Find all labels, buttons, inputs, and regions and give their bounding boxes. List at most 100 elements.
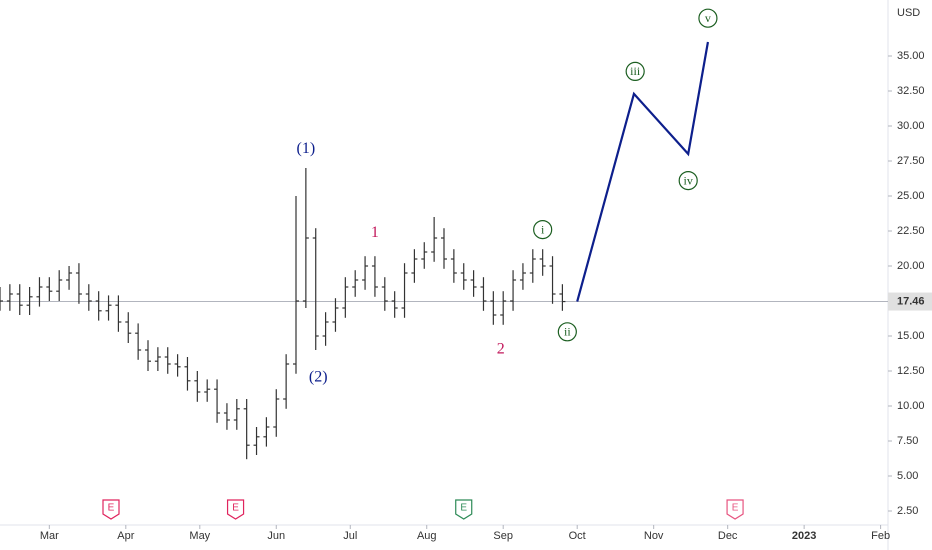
x-tick-label: Apr (117, 530, 134, 542)
y-tick-label: 27.50 (897, 155, 925, 167)
ohlc-bar (302, 168, 309, 308)
event-marker (455, 499, 473, 520)
event-label: E (232, 503, 239, 514)
ohlc-bar (233, 399, 240, 430)
ohlc-bar (66, 266, 73, 290)
ohlc-bar (312, 228, 319, 350)
ohlc-bar (529, 249, 536, 283)
ohlc-bar (56, 270, 63, 301)
y-tick-label: 20.00 (897, 260, 925, 272)
y-tick-label: 22.50 (897, 225, 925, 237)
ohlc-bar (490, 291, 497, 325)
wave-label: (2) (309, 368, 328, 385)
x-tick-label: Nov (644, 530, 664, 542)
wave-label: iv (684, 173, 693, 187)
wave-label: 1 (371, 224, 379, 241)
ohlc-bar (401, 263, 408, 318)
y-tick-label: 2.50 (897, 505, 918, 517)
ohlc-bar (391, 291, 398, 318)
ohlc-bar (16, 284, 23, 315)
ohlc-bar (145, 340, 151, 371)
ohlc-bar (539, 249, 546, 276)
ohlc-bar (105, 295, 112, 321)
ohlc-bar (214, 379, 221, 423)
x-tick-label: Jun (267, 530, 285, 542)
y-tick-label: 35.00 (897, 50, 925, 62)
y-tick-label: 30.00 (897, 120, 925, 132)
wave-label: i (541, 222, 545, 236)
x-tick-label: Feb (871, 530, 890, 542)
ohlc-bar (283, 354, 290, 409)
ohlc-bar (460, 263, 467, 290)
ohlc-bar (194, 371, 201, 402)
ohlc-bar (371, 256, 378, 297)
ohlc-bar (6, 284, 13, 311)
wave-circle (625, 61, 645, 82)
ohlc-bar (352, 270, 359, 297)
ohlc-bar (332, 298, 339, 332)
ohlc-bar (263, 417, 270, 447)
ohlc-bar (500, 291, 507, 325)
ohlc-bar (0, 287, 3, 311)
ohlc-bar (26, 287, 33, 315)
ohlc-bar (381, 277, 388, 311)
ohlc-bar (184, 357, 191, 391)
x-tick-label: Oct (569, 530, 586, 542)
ohlc-bar (342, 277, 349, 318)
wave-label: v (705, 11, 711, 25)
wave-label: ii (564, 325, 571, 339)
y-tick-label: 12.50 (897, 365, 925, 377)
ohlc-bar (75, 263, 82, 304)
event-marker (226, 499, 245, 520)
ohlc-bar (293, 196, 299, 374)
ohlc-bar (174, 354, 181, 377)
ohlc-bar (510, 270, 517, 311)
ohlc-bar (85, 284, 92, 311)
ohlc-bar (431, 217, 438, 262)
ohlc-bar (441, 228, 447, 269)
ohlc-bar (135, 323, 142, 360)
event-label: E (460, 503, 467, 514)
y-tick-label: 7.50 (897, 435, 918, 447)
ohlc-bar (46, 277, 53, 301)
ohlc-bar (519, 263, 526, 290)
projection-line (576, 41, 710, 302)
y-tick-label: 25.00 (897, 190, 925, 202)
ohlc-bar (549, 256, 556, 304)
wave-label: 2 (497, 340, 505, 357)
last-price-label: 17.46 (897, 295, 925, 307)
ohlc-bar (470, 270, 477, 297)
event-marker (102, 499, 120, 520)
ohlc-bar (125, 312, 132, 343)
ohlc-bar (362, 256, 369, 290)
wave-label: (1) (297, 140, 316, 157)
ohlc-bar (223, 403, 230, 430)
ohlc-bar (322, 312, 329, 346)
currency: USD (897, 7, 920, 19)
y-tick-label: 10.00 (897, 400, 925, 412)
ohlc-bar (411, 249, 418, 283)
event-marker (726, 499, 744, 520)
ohlc-bar (115, 295, 122, 332)
ohlc-bar (95, 291, 102, 321)
x-tick-label: Aug (417, 530, 437, 542)
wave-circle (533, 220, 553, 240)
ohlc-bar (36, 277, 43, 307)
event-label: E (732, 503, 739, 514)
ohlc-bar (450, 249, 457, 283)
ohlc-bar (154, 347, 161, 371)
y-tick-label: 15.00 (897, 330, 925, 342)
x-tick-label: Sep (493, 530, 513, 542)
ohlc-bar (164, 347, 171, 374)
y-tick-label: 5.00 (897, 470, 918, 482)
ohlc-bar (421, 242, 428, 269)
ohlc-bar (480, 277, 487, 311)
ohlc-bar (253, 427, 260, 455)
x-tick-label: May (189, 530, 210, 542)
x-tick-label: Dec (718, 530, 738, 542)
wave-circle (557, 322, 577, 342)
wave-label: iii (630, 64, 641, 78)
wave-circle (678, 171, 698, 191)
